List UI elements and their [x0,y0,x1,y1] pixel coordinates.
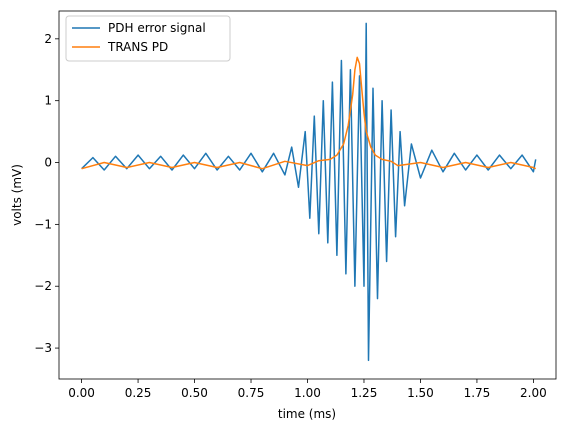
x-tick-label: 0.75 [238,386,265,400]
y-tick-label: −1 [34,217,52,231]
x-tick-label: 0.50 [181,386,208,400]
y-tick-label: 1 [44,94,52,108]
legend-box [65,15,231,62]
y-axis: −3 −2 −1 0 1 2 [34,32,59,355]
y-tick-label: 2 [44,32,52,46]
y-tick-label: −3 [34,341,52,355]
x-tick-label: 1.00 [294,386,321,400]
x-tick-label: 0.25 [125,386,152,400]
x-tick-label: 1.50 [407,386,434,400]
x-tick-label: 2.00 [520,386,547,400]
legend-label-pdh-error-signal: PDH error signal [108,21,206,35]
plot-area [59,11,556,379]
x-tick-label: 1.25 [351,386,378,400]
series-line-pdh-error-signal [81,22,537,362]
legend: PDH error signal TRANS PD [65,15,231,62]
x-axis-label: time (ms) [278,407,336,421]
y-tick-label: 0 [44,156,52,170]
series-layer [81,22,537,362]
x-tick-label: 0.00 [68,386,95,400]
y-axis-label: volts (mV) [10,164,24,226]
legend-label-trans-pd: TRANS PD [107,40,168,54]
x-tick-label: 1.75 [464,386,491,400]
y-tick-label: −2 [34,279,52,293]
series-line-trans-pd [81,56,537,170]
x-axis: 0.00 0.25 0.50 0.75 1.00 1.25 1.50 1.75 2.00 [68,379,547,400]
